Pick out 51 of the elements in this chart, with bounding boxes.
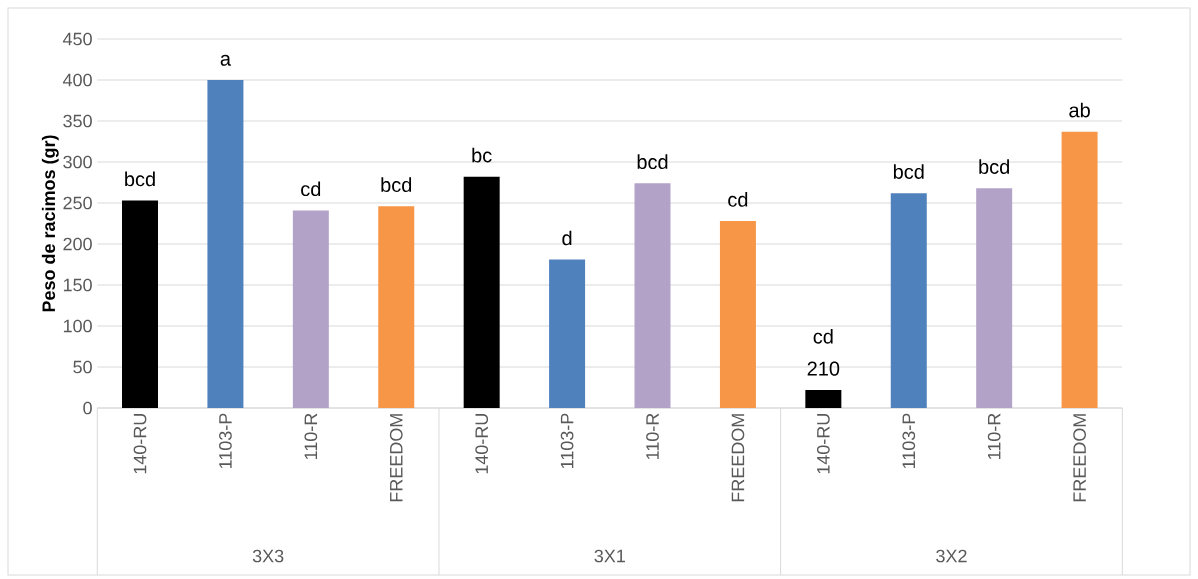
bar bbox=[292, 210, 329, 408]
bar bbox=[1061, 131, 1098, 408]
annotation: 210 bbox=[807, 361, 840, 376]
x-tick-label: 1103-P bbox=[560, 413, 574, 469]
y-tick-label: 250 bbox=[63, 196, 92, 210]
bar bbox=[890, 193, 927, 408]
bar bbox=[976, 188, 1013, 408]
x-tick-label: 140-RU bbox=[475, 414, 489, 474]
bar bbox=[805, 389, 842, 408]
bar bbox=[719, 221, 756, 408]
y-tick-label: 100 bbox=[63, 319, 92, 333]
data-label: cd bbox=[813, 329, 833, 344]
x-tick-label: 140-RU bbox=[133, 414, 147, 474]
y-axis-title: Peso de racimos (gr) bbox=[41, 135, 59, 312]
y-tick-label: 200 bbox=[63, 237, 92, 251]
y-tick-label: 150 bbox=[63, 278, 92, 292]
bar bbox=[549, 259, 586, 408]
x-tick-label: 110-R bbox=[304, 413, 318, 460]
x-tick-label: 140-RU bbox=[816, 414, 830, 474]
x-tick-label: FREEDOM bbox=[389, 414, 403, 502]
text: 3X3 bbox=[252, 549, 284, 563]
bar bbox=[463, 176, 500, 408]
x-tick-label: 1103-P bbox=[219, 413, 232, 469]
bar bbox=[378, 206, 415, 408]
y-tick-label: 350 bbox=[63, 114, 92, 128]
x-tick-label: FREEDOM bbox=[1073, 414, 1086, 502]
text: 3X1 bbox=[594, 549, 625, 563]
bar bbox=[207, 80, 244, 408]
data-label: cd bbox=[301, 181, 321, 197]
y-tick-label: 400 bbox=[62, 73, 92, 87]
data-label: bcd bbox=[381, 177, 412, 193]
x-tick-label: 1103-P bbox=[902, 413, 916, 469]
data-label: d bbox=[562, 230, 572, 246]
text: 3X2 bbox=[936, 549, 967, 563]
y-tick-label: 450 bbox=[62, 32, 92, 46]
bar bbox=[634, 183, 671, 408]
x-tick-label: 110-R bbox=[646, 413, 659, 460]
y-tick-label: 0 bbox=[83, 401, 92, 415]
data-label: bcd bbox=[125, 171, 155, 187]
data-label: a bbox=[220, 54, 231, 66]
y-tick-label: 50 bbox=[73, 360, 92, 374]
y-tick-label: 300 bbox=[63, 155, 92, 169]
data-label: ab bbox=[1069, 102, 1090, 118]
data-label: bcd bbox=[893, 164, 924, 179]
x-tick-label: 110-R bbox=[987, 413, 1001, 460]
data-label: bcd bbox=[979, 159, 1009, 174]
x-tick-label: FREEDOM bbox=[731, 414, 745, 502]
data-label: bcd bbox=[637, 154, 668, 170]
data-label: bc bbox=[472, 147, 492, 163]
data-label: cd bbox=[728, 192, 748, 207]
bar bbox=[122, 200, 159, 408]
